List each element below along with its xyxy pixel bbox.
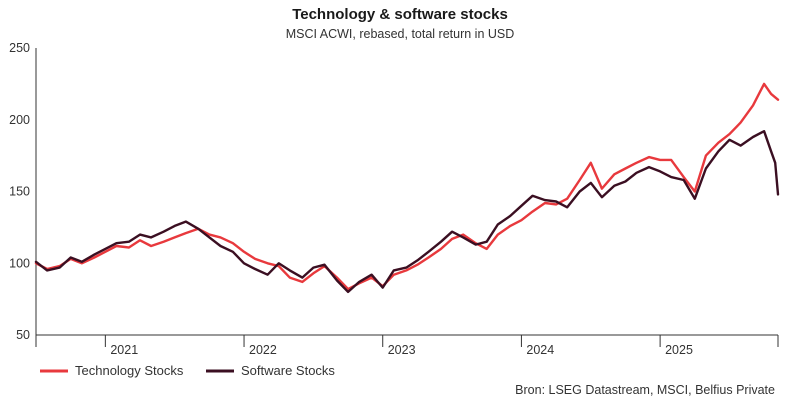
legend: Technology Stocks Software Stocks [40, 363, 335, 378]
y-tick-label: 250 [9, 41, 30, 55]
x-tick-label: 2021 [110, 343, 138, 357]
x-tick-label: 2022 [249, 343, 277, 357]
y-tick-label: 100 [9, 256, 30, 270]
series-line-software [34, 130, 780, 294]
legend-label-software: Software Stocks [241, 363, 335, 378]
y-tick-label: 200 [9, 113, 30, 127]
y-axis: 50 100 150 200 250 [9, 41, 37, 342]
y-tick-label: 50 [16, 328, 30, 342]
y-tick-label: 150 [9, 185, 30, 199]
x-tick-label: 2025 [665, 343, 693, 357]
legend-label-technology: Technology Stocks [75, 363, 184, 378]
series-line-technology [34, 82, 780, 291]
x-axis: 2021 2022 2023 2024 2025 [35, 334, 779, 357]
chart-title: Technology & software stocks [292, 6, 508, 23]
x-tick-label: 2023 [388, 343, 416, 357]
chart-subtitle: MSCI ACWI, rebased, total return in USD [286, 27, 515, 41]
series-layer [34, 82, 780, 294]
x-tick-label: 2024 [526, 343, 554, 357]
source-note: Bron: LSEG Datastream, MSCI, Belfius Pri… [515, 383, 775, 397]
